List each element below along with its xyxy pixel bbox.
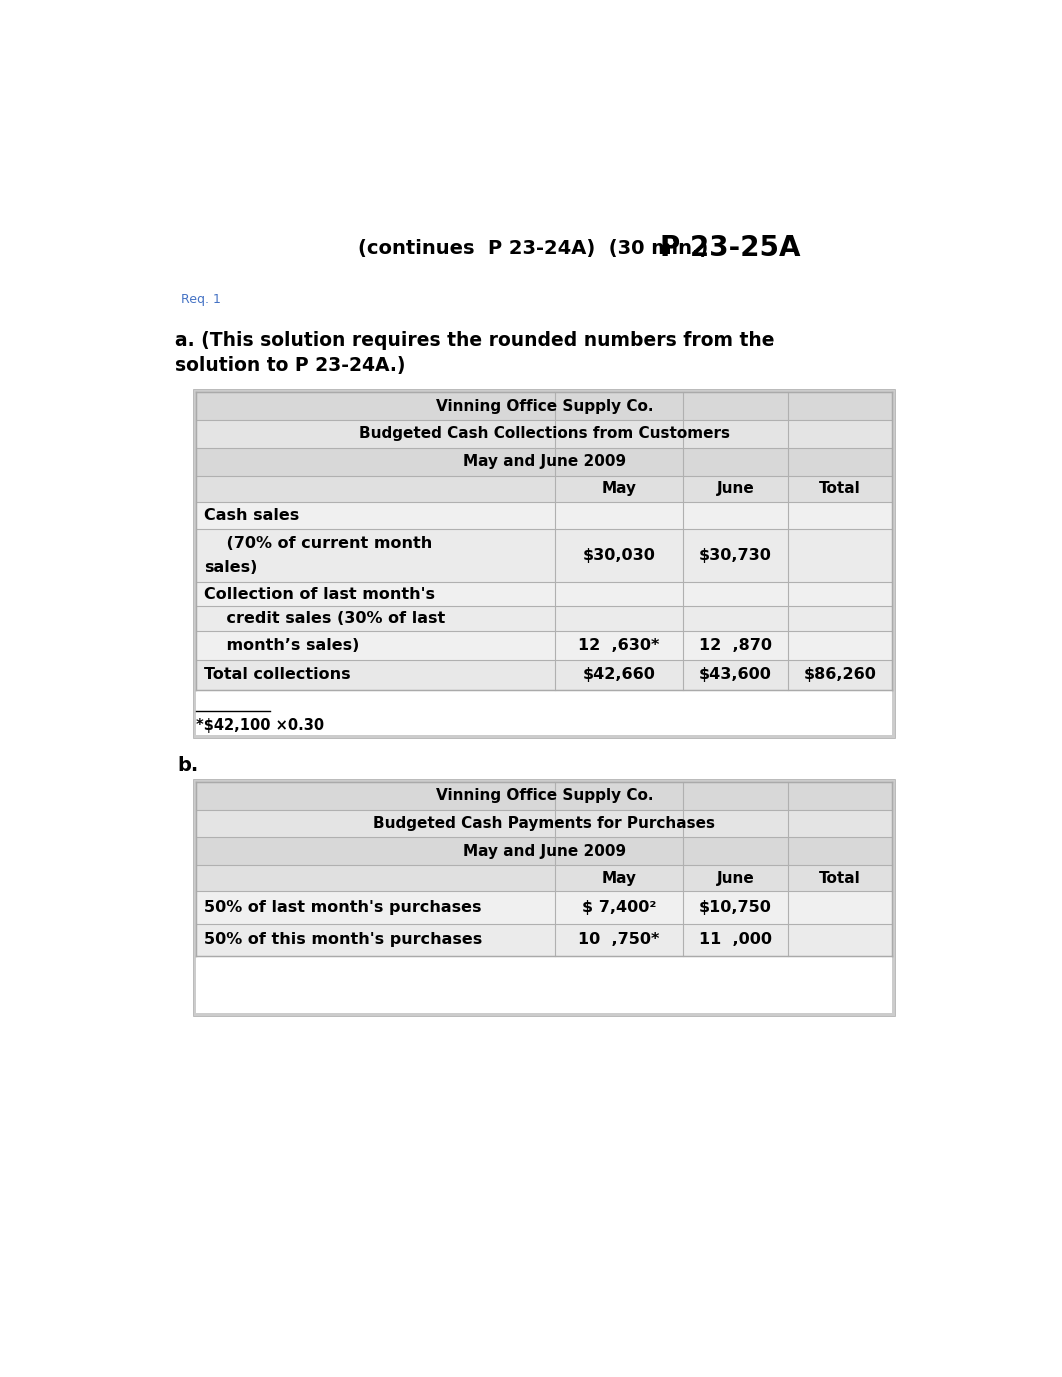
Text: a. (This solution requires the rounded numbers from the: a. (This solution requires the rounded n… — [175, 332, 775, 350]
Bar — [196, 501, 892, 529]
Text: P 23-25A: P 23-25A — [660, 234, 801, 263]
Text: $86,260: $86,260 — [804, 668, 876, 683]
Text: June: June — [717, 870, 754, 885]
Text: solution to P 23-24A.): solution to P 23-24A.) — [175, 355, 406, 375]
Text: $30,030: $30,030 — [583, 548, 655, 563]
Text: Budgeted Cash Collections from Customers: Budgeted Cash Collections from Customers — [359, 427, 730, 442]
Text: $42,660: $42,660 — [583, 668, 655, 683]
Bar — [196, 529, 892, 582]
Text: 11  ,000: 11 ,000 — [699, 932, 772, 947]
Bar — [196, 631, 892, 661]
Text: Collection of last month's: Collection of last month's — [204, 587, 435, 602]
Text: May: May — [601, 870, 636, 885]
Text: b.: b. — [177, 756, 199, 775]
Bar — [196, 420, 892, 448]
Text: 12  ,870: 12 ,870 — [699, 638, 772, 653]
Bar — [196, 392, 892, 420]
Bar — [196, 865, 892, 891]
Bar — [193, 390, 895, 738]
Bar — [196, 782, 892, 1013]
Text: $30,730: $30,730 — [699, 548, 772, 563]
Text: Budgeted Cash Payments for Purchases: Budgeted Cash Payments for Purchases — [373, 817, 716, 832]
Text: Total collections: Total collections — [204, 668, 350, 683]
Text: Vinning Office Supply Co.: Vinning Office Supply Co. — [435, 399, 653, 413]
Bar — [196, 810, 892, 837]
Bar — [196, 837, 892, 865]
Bar — [196, 924, 892, 956]
Bar — [196, 606, 892, 631]
Text: *$42,100 ×0.30: *$42,100 ×0.30 — [196, 717, 324, 733]
Text: sales): sales) — [204, 560, 257, 576]
Bar — [196, 661, 892, 690]
Text: May and June 2009: May and June 2009 — [463, 454, 626, 470]
Text: 50% of last month's purchases: 50% of last month's purchases — [204, 901, 481, 916]
Text: (continues  P 23-24A)  (30 min.): (continues P 23-24A) (30 min.) — [358, 238, 707, 257]
Text: 50% of this month's purchases: 50% of this month's purchases — [204, 932, 482, 947]
Text: Total: Total — [819, 870, 861, 885]
Text: May and June 2009: May and June 2009 — [463, 844, 626, 859]
Bar — [196, 891, 892, 924]
Text: June: June — [717, 481, 754, 496]
Text: month’s sales): month’s sales) — [204, 638, 359, 653]
Text: $10,750: $10,750 — [699, 901, 772, 916]
Text: 12  ,630*: 12 ,630* — [579, 638, 660, 653]
Bar — [193, 779, 895, 1016]
Text: Total: Total — [819, 481, 861, 496]
Text: $43,600: $43,600 — [699, 668, 772, 683]
Bar — [196, 392, 892, 735]
Text: credit sales (30% of last: credit sales (30% of last — [204, 611, 445, 627]
Text: $ 7,400²: $ 7,400² — [582, 901, 656, 916]
Text: (70% of current month: (70% of current month — [204, 536, 432, 551]
Text: 10  ,750*: 10 ,750* — [579, 932, 660, 947]
Bar — [196, 448, 892, 475]
Bar — [196, 582, 892, 606]
Text: May: May — [601, 481, 636, 496]
Text: Vinning Office Supply Co.: Vinning Office Supply Co. — [435, 789, 653, 803]
Bar — [196, 475, 892, 501]
Bar — [196, 782, 892, 810]
Text: Cash sales: Cash sales — [204, 508, 299, 523]
Text: Req. 1: Req. 1 — [181, 293, 221, 307]
